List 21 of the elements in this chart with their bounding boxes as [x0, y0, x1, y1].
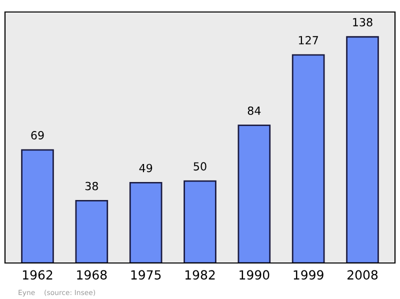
bar: [129, 182, 162, 263]
x-tick-label: 1962: [22, 270, 52, 280]
x-tick-label: 1968: [77, 270, 107, 280]
x-tick-label: 1982: [185, 270, 215, 280]
bar: [21, 149, 54, 263]
data-label: 50: [194, 162, 206, 171]
bar: [292, 54, 325, 263]
data-label: 69: [31, 131, 44, 140]
bar: [238, 124, 271, 263]
data-label: 138: [353, 18, 372, 26]
bar: [184, 180, 216, 263]
bar: [75, 200, 108, 263]
x-tick-label: 1999: [294, 270, 324, 280]
data-label: 49: [139, 164, 152, 172]
data-label: 38: [85, 182, 98, 190]
data-label: 84: [248, 106, 261, 115]
x-tick-label: 1990: [240, 270, 270, 280]
bar: [346, 36, 379, 263]
x-tick-label: 1975: [131, 270, 161, 280]
x-tick-label: 2008: [348, 270, 378, 280]
data-label: 127: [298, 36, 318, 44]
